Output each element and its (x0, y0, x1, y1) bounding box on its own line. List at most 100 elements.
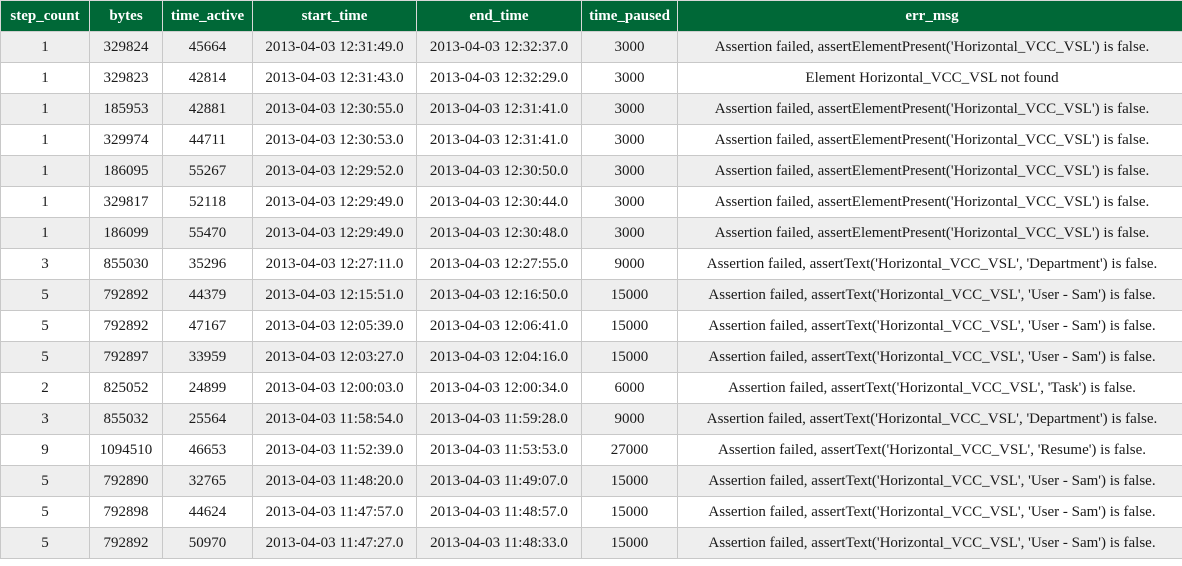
start-time-cell: 2013-04-03 12:29:49.0 (252, 217, 417, 249)
bytes-cell: 1094510 (89, 434, 163, 466)
column-header-bytes[interactable]: bytes (89, 0, 163, 32)
start-time-cell: 2013-04-03 12:00:03.0 (252, 372, 417, 404)
err-msg-cell: Assertion failed, assertElementPresent('… (677, 186, 1182, 218)
table-body: 1 329824 45664 2013-04-03 12:31:49.0 2013-04… (0, 31, 1182, 559)
err-msg-cell: Assertion failed, assertText('Horizontal… (677, 372, 1182, 404)
time-paused-cell: 9000 (581, 248, 678, 280)
time-active-cell: 52118 (162, 186, 253, 218)
err-msg-cell: Assertion failed, assertElementPresent('… (677, 124, 1182, 156)
end-time-cell: 2013-04-03 12:30:48.0 (416, 217, 582, 249)
end-time-cell: 2013-04-03 12:31:41.0 (416, 124, 582, 156)
err-msg-cell: Assertion failed, assertText('Horizontal… (677, 403, 1182, 435)
step-count-cell: 1 (0, 93, 90, 125)
start-time-cell: 2013-04-03 11:58:54.0 (252, 403, 417, 435)
end-time-cell: 2013-04-03 12:27:55.0 (416, 248, 582, 280)
end-time-cell: 2013-04-03 12:06:41.0 (416, 310, 582, 342)
step-count-cell: 5 (0, 341, 90, 373)
step-count-cell: 5 (0, 310, 90, 342)
step-count-cell: 5 (0, 279, 90, 311)
time-paused-cell: 6000 (581, 372, 678, 404)
step-count-cell: 3 (0, 248, 90, 280)
table-row[interactable]: 5 792898 44624 2013-04-03 11:47:57.0 2013-04… (0, 496, 1182, 528)
time-paused-cell: 15000 (581, 496, 678, 528)
end-time-cell: 2013-04-03 12:31:41.0 (416, 93, 582, 125)
bytes-cell: 792892 (89, 527, 163, 559)
time-paused-cell: 3000 (581, 186, 678, 218)
time-paused-cell: 27000 (581, 434, 678, 466)
table-row[interactable]: 2 825052 24899 2013-04-03 12:00:03.0 2013-04… (0, 372, 1182, 404)
table-row[interactable]: 1 186099 55470 2013-04-03 12:29:49.0 2013-04… (0, 217, 1182, 249)
table-row[interactable]: 3 855032 25564 2013-04-03 11:58:54.0 2013-04… (0, 403, 1182, 435)
step-count-cell: 1 (0, 186, 90, 218)
step-count-cell: 5 (0, 527, 90, 559)
table-row[interactable]: 1 329823 42814 2013-04-03 12:31:43.0 2013-04… (0, 62, 1182, 94)
bytes-cell: 329824 (89, 31, 163, 63)
table-row[interactable]: 5 792892 47167 2013-04-03 12:05:39.0 2013-04… (0, 310, 1182, 342)
column-header-time-active[interactable]: time_active (162, 0, 253, 32)
time-active-cell: 33959 (162, 341, 253, 373)
table-row[interactable]: 5 792890 32765 2013-04-03 11:48:20.0 2013-04… (0, 465, 1182, 497)
table-row[interactable]: 5 792892 50970 2013-04-03 11:47:27.0 2013-04… (0, 527, 1182, 559)
bytes-cell: 792892 (89, 279, 163, 311)
step-count-cell: 5 (0, 465, 90, 497)
end-time-cell: 2013-04-03 11:48:33.0 (416, 527, 582, 559)
bytes-cell: 186095 (89, 155, 163, 187)
err-msg-cell: Element Horizontal_VCC_VSL not found (677, 62, 1182, 94)
time-paused-cell: 3000 (581, 155, 678, 187)
table-row[interactable]: 5 792897 33959 2013-04-03 12:03:27.0 2013-04… (0, 341, 1182, 373)
end-time-cell: 2013-04-03 11:53:53.0 (416, 434, 582, 466)
bytes-cell: 855030 (89, 248, 163, 280)
end-time-cell: 2013-04-03 12:32:37.0 (416, 31, 582, 63)
table-row[interactable]: 1 185953 42881 2013-04-03 12:30:55.0 2013-04… (0, 93, 1182, 125)
step-count-cell: 5 (0, 496, 90, 528)
column-header-err-msg[interactable]: err_msg (677, 0, 1182, 32)
time-active-cell: 42814 (162, 62, 253, 94)
time-paused-cell: 15000 (581, 279, 678, 311)
column-header-start-time[interactable]: start_time (252, 0, 417, 32)
time-paused-cell: 15000 (581, 310, 678, 342)
end-time-cell: 2013-04-03 12:30:50.0 (416, 155, 582, 187)
start-time-cell: 2013-04-03 12:29:52.0 (252, 155, 417, 187)
time-paused-cell: 15000 (581, 341, 678, 373)
table-row[interactable]: 1 329824 45664 2013-04-03 12:31:49.0 2013-04… (0, 31, 1182, 63)
table-row[interactable]: 1 329817 52118 2013-04-03 12:29:49.0 2013-04… (0, 186, 1182, 218)
end-time-cell: 2013-04-03 11:49:07.0 (416, 465, 582, 497)
time-active-cell: 46653 (162, 434, 253, 466)
bytes-cell: 792898 (89, 496, 163, 528)
column-header-step-count[interactable]: step_count (0, 0, 90, 32)
time-active-cell: 42881 (162, 93, 253, 125)
time-active-cell: 44379 (162, 279, 253, 311)
time-paused-cell: 3000 (581, 217, 678, 249)
step-count-cell: 1 (0, 31, 90, 63)
time-paused-cell: 15000 (581, 465, 678, 497)
time-active-cell: 32765 (162, 465, 253, 497)
table-row[interactable]: 9 1094510 46653 2013-04-03 11:52:39.0 2013-0… (0, 434, 1182, 466)
column-header-time-paused[interactable]: time_paused (581, 0, 678, 32)
err-msg-cell: Assertion failed, assertText('Horizontal… (677, 341, 1182, 373)
table-row[interactable]: 5 792892 44379 2013-04-03 12:15:51.0 2013-04… (0, 279, 1182, 311)
time-active-cell: 24899 (162, 372, 253, 404)
step-count-cell: 2 (0, 372, 90, 404)
time-active-cell: 25564 (162, 403, 253, 435)
time-active-cell: 55470 (162, 217, 253, 249)
bytes-cell: 825052 (89, 372, 163, 404)
err-msg-cell: Assertion failed, assertText('Horizontal… (677, 434, 1182, 466)
step-count-cell: 1 (0, 155, 90, 187)
bytes-cell: 855032 (89, 403, 163, 435)
header-row: step_count bytes time_active start_time … (0, 0, 1182, 32)
time-paused-cell: 3000 (581, 31, 678, 63)
table-row[interactable]: 1 186095 55267 2013-04-03 12:29:52.0 2013-04… (0, 155, 1182, 187)
column-header-end-time[interactable]: end_time (416, 0, 582, 32)
err-msg-cell: Assertion failed, assertText('Horizontal… (677, 465, 1182, 497)
err-msg-cell: Assertion failed, assertText('Horizontal… (677, 310, 1182, 342)
start-time-cell: 2013-04-03 12:31:43.0 (252, 62, 417, 94)
time-active-cell: 44711 (162, 124, 253, 156)
err-msg-cell: Assertion failed, assertText('Horizontal… (677, 496, 1182, 528)
start-time-cell: 2013-04-03 12:27:11.0 (252, 248, 417, 280)
table-row[interactable]: 3 855030 35296 2013-04-03 12:27:11.0 2013-04… (0, 248, 1182, 280)
bytes-cell: 329823 (89, 62, 163, 94)
time-active-cell: 45664 (162, 31, 253, 63)
table-row[interactable]: 1 329974 44711 2013-04-03 12:30:53.0 2013-04… (0, 124, 1182, 156)
